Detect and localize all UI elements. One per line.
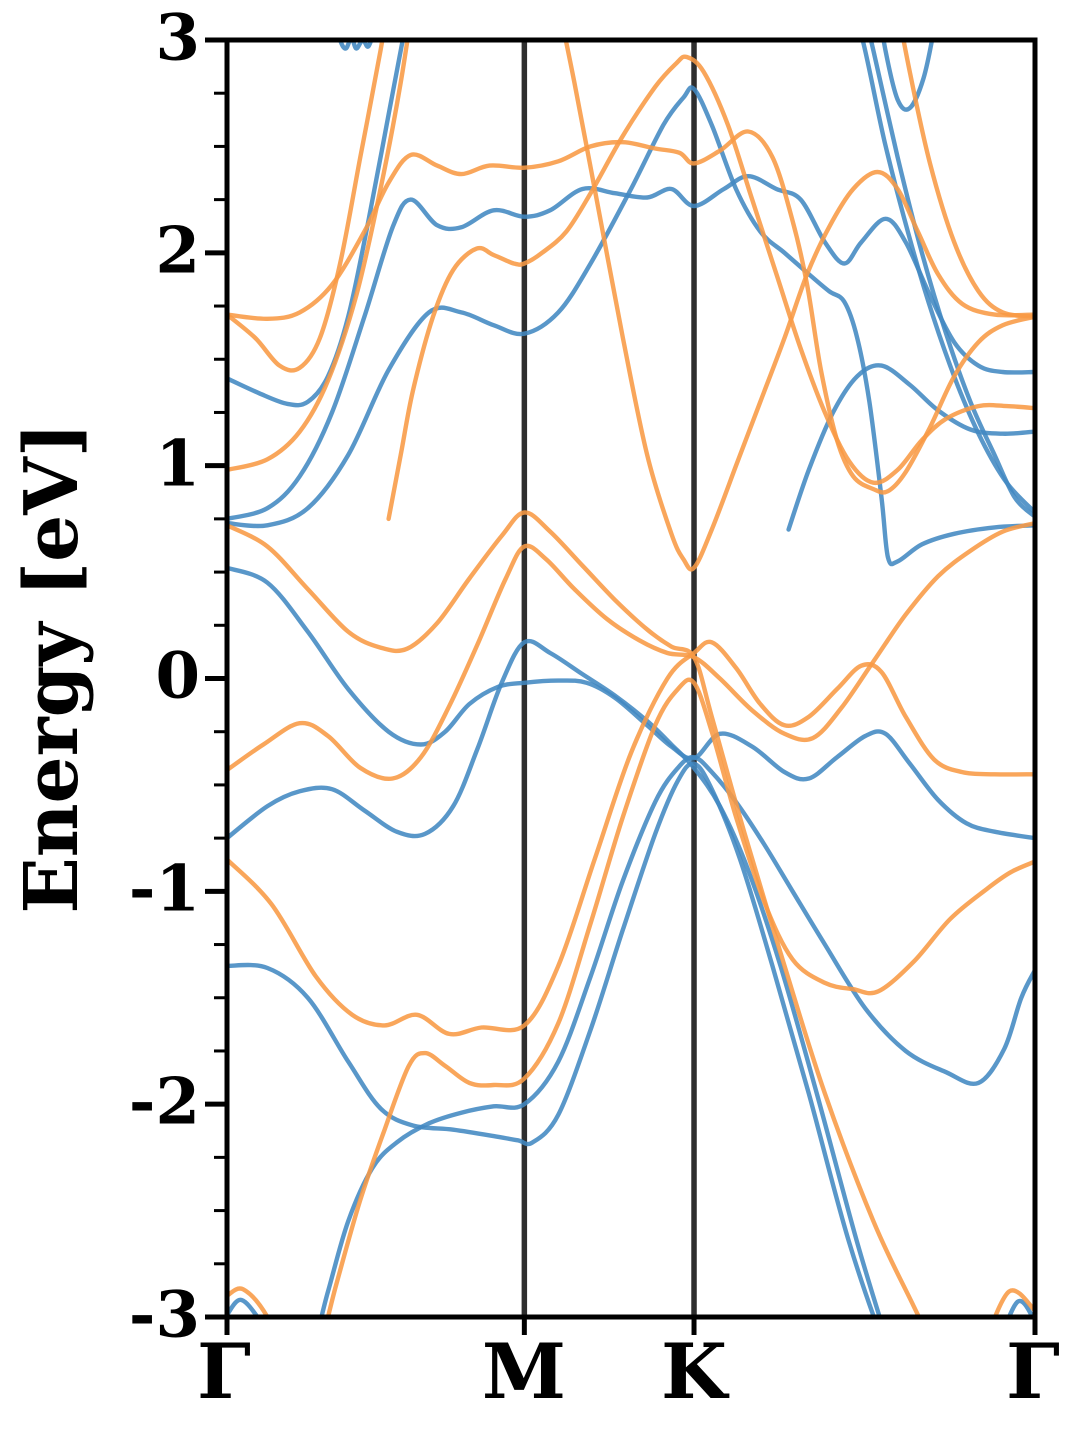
blue-band-steep-right-b xyxy=(860,40,1035,515)
orange-band-steep-riser-2 xyxy=(227,40,410,473)
ytick-label-m3: -3 xyxy=(128,1277,200,1353)
orange-band-M-peak xyxy=(227,510,922,1317)
ytick-label-2: 2 xyxy=(155,213,200,289)
blue-band-steep-right-a xyxy=(868,40,1035,519)
orange-band-corner-arc xyxy=(992,1288,1035,1317)
ytick-label-3: 3 xyxy=(155,0,200,76)
xtick-label-gamma-left: Γ xyxy=(197,1327,251,1416)
xtick-label-K: K xyxy=(660,1327,728,1416)
ytick-label-m1: -1 xyxy=(128,851,200,927)
y-axis-title: Energy [eV] xyxy=(9,422,95,914)
xtick-label-gamma-right: Γ xyxy=(1006,1327,1060,1416)
xtick-label-M: M xyxy=(481,1327,567,1416)
blue-band-steep-riser xyxy=(227,40,405,408)
orange-band-mexican-hat xyxy=(227,639,1035,1037)
ytick-label-m2: -2 xyxy=(128,1064,200,1140)
blue-band-top-notch xyxy=(881,40,935,112)
orange-band-steep-riser-1 xyxy=(227,40,385,373)
blue-band-riser-right xyxy=(786,363,1035,532)
orange-band-K-valley xyxy=(563,40,1035,572)
blue-band-deep-1 xyxy=(227,761,877,1317)
ytick-label-1: 1 xyxy=(155,426,200,502)
blue-band-top-wiggle xyxy=(337,40,374,51)
blue-band-deep-2 xyxy=(227,754,1035,1317)
orange-band-plateau xyxy=(227,129,1035,495)
blue-band-valence-flat xyxy=(227,565,1035,841)
ytick-label-0: 0 xyxy=(155,638,200,714)
blue-band-M-hump xyxy=(227,638,882,1317)
orange-band-K-peak xyxy=(386,54,1035,522)
blue-band-K-peak xyxy=(227,85,1035,567)
orange-band-deep xyxy=(227,677,1035,1317)
blue-band-plateau xyxy=(227,174,1035,522)
orange-band-wavy-mid xyxy=(227,520,1035,782)
orange-band-steep-right xyxy=(901,40,1035,319)
